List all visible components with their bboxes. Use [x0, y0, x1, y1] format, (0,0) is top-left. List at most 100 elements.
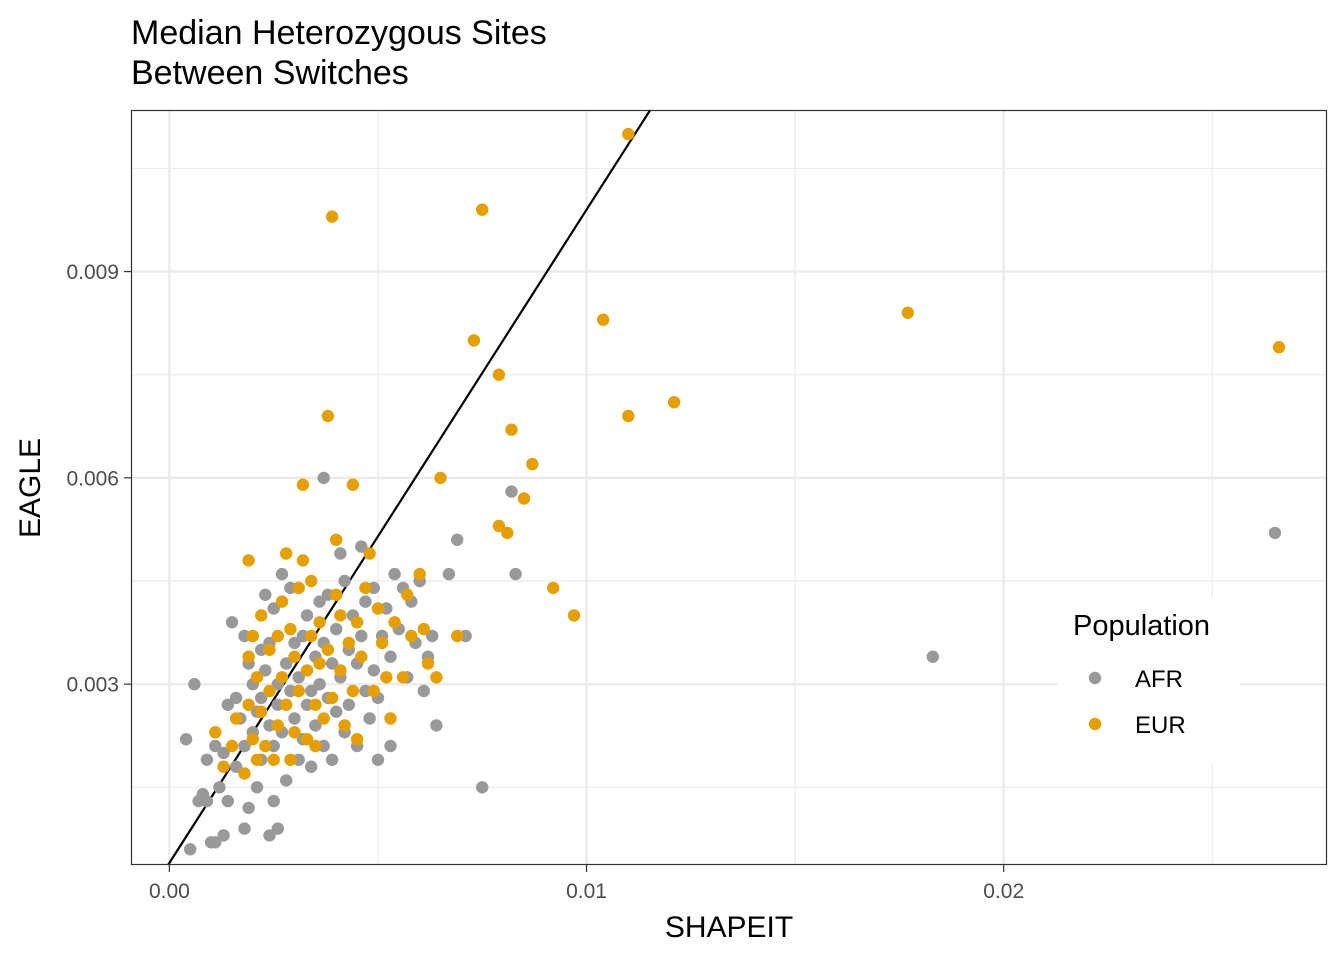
point-eur: [346, 684, 360, 698]
point-eur: [267, 753, 280, 766]
point-eur: [355, 650, 368, 663]
point-afr: [263, 829, 276, 842]
point-afr: [451, 533, 464, 546]
point-afr: [280, 774, 293, 787]
point-eur: [334, 609, 347, 622]
point-eur: [300, 733, 314, 746]
point-afr: [430, 719, 443, 732]
point-eur: [300, 664, 314, 677]
point-eur: [451, 629, 464, 643]
point-eur: [292, 684, 305, 698]
point-afr: [259, 664, 272, 677]
point-afr: [200, 753, 214, 766]
point-eur: [225, 739, 239, 753]
point-eur: [321, 409, 335, 423]
point-eur: [492, 519, 506, 533]
legend-background: [1057, 598, 1240, 763]
point-eur: [622, 127, 635, 141]
point-eur: [467, 334, 481, 347]
point-eur: [305, 574, 318, 588]
point-eur: [242, 698, 255, 711]
point-afr: [426, 629, 439, 643]
point-eur: [338, 719, 351, 732]
point-afr: [188, 678, 201, 691]
point-afr: [275, 567, 289, 581]
point-afr: [259, 588, 272, 601]
x-tick-label: 0.01: [566, 880, 607, 903]
point-afr: [213, 781, 226, 794]
point-eur: [321, 643, 335, 656]
point-eur: [288, 650, 301, 663]
legend-title: Population: [1073, 610, 1210, 642]
point-eur: [209, 726, 222, 739]
point-eur: [505, 423, 518, 436]
point-eur: [350, 733, 364, 746]
point-eur: [288, 726, 301, 739]
point-afr: [305, 760, 318, 773]
point-afr: [300, 609, 314, 622]
point-afr: [225, 616, 239, 629]
point-afr: [309, 719, 322, 732]
point-eur: [363, 547, 376, 560]
point-afr: [217, 829, 230, 842]
point-afr: [242, 801, 255, 815]
point-eur: [242, 554, 255, 567]
point-afr: [355, 540, 368, 553]
point-eur: [396, 671, 410, 684]
point-afr: [184, 843, 197, 856]
point-afr: [330, 705, 343, 718]
point-eur: [346, 478, 360, 491]
chart-title-line-1: Median Heterozygous Sites: [131, 14, 547, 52]
x-axis-label: SHAPEIT: [665, 911, 793, 944]
legend-label-eur: EUR: [1135, 712, 1186, 739]
point-afr: [371, 753, 385, 766]
point-eur: [255, 705, 268, 718]
point-afr: [476, 781, 489, 794]
point-eur: [1272, 341, 1286, 354]
point-eur: [263, 643, 276, 656]
y-tick-label: 0.006: [66, 467, 119, 490]
point-eur: [434, 471, 447, 485]
point-eur: [547, 581, 560, 595]
point-eur: [309, 739, 322, 753]
point-eur: [271, 629, 284, 643]
point-eur: [350, 616, 364, 629]
point-afr: [338, 574, 351, 588]
point-afr: [250, 781, 264, 794]
point-afr: [179, 733, 193, 746]
point-eur: [330, 588, 343, 601]
point-eur: [901, 306, 914, 319]
y-tick-label: 0.009: [66, 261, 119, 284]
point-eur: [250, 753, 264, 766]
point-eur: [371, 602, 385, 615]
point-eur: [421, 657, 435, 670]
point-afr: [288, 712, 301, 725]
point-eur: [242, 650, 255, 663]
point-afr: [355, 629, 368, 643]
point-eur: [597, 313, 610, 326]
point-afr: [209, 836, 222, 849]
point-eur: [246, 629, 259, 643]
plot-border: [130, 109, 1328, 866]
point-afr: [363, 712, 376, 725]
point-eur: [263, 684, 276, 698]
point-eur: [388, 616, 401, 629]
point-eur: [284, 622, 297, 636]
point-eur: [280, 547, 293, 560]
axes: 0.00 0.01 0.02 0.003 0.006 0.009: [66, 261, 1024, 903]
point-eur: [259, 739, 272, 753]
point-afr: [342, 698, 355, 711]
point-eur: [317, 712, 330, 725]
legend-label-afr: AFR: [1135, 666, 1183, 693]
point-eur: [275, 671, 289, 684]
point-eur: [325, 210, 339, 223]
point-afr: [288, 636, 301, 650]
point-afr: [317, 471, 330, 485]
point-eur: [280, 698, 293, 711]
data-points: [179, 127, 1286, 856]
point-eur: [375, 636, 389, 650]
point-afr: [255, 691, 268, 705]
point-eur: [296, 478, 310, 491]
point-eur: [413, 567, 426, 581]
legend-key-eur: [1088, 717, 1102, 731]
